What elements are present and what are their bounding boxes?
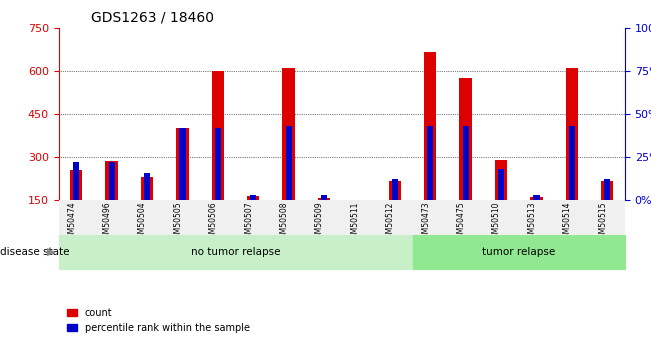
- Bar: [144, 172, 150, 200]
- Bar: [389, 181, 401, 200]
- Bar: [180, 128, 186, 200]
- Bar: [212, 71, 224, 200]
- Text: GSM50510: GSM50510: [492, 202, 501, 243]
- Text: GDS1263 / 18460: GDS1263 / 18460: [91, 10, 214, 24]
- Bar: [601, 181, 613, 200]
- Bar: [533, 195, 540, 200]
- Bar: [109, 162, 115, 200]
- Bar: [286, 126, 292, 200]
- Bar: [215, 128, 221, 200]
- Text: GSM50506: GSM50506: [209, 202, 218, 244]
- Text: GSM50513: GSM50513: [527, 202, 536, 243]
- Text: no tumor relapse: no tumor relapse: [191, 247, 281, 257]
- Bar: [70, 170, 83, 200]
- Bar: [463, 126, 469, 200]
- Bar: [427, 126, 434, 200]
- Bar: [460, 78, 472, 200]
- Bar: [321, 195, 327, 200]
- Text: GSM50511: GSM50511: [350, 202, 359, 243]
- Bar: [247, 196, 260, 200]
- Text: GSM50475: GSM50475: [456, 202, 465, 244]
- Text: disease state: disease state: [0, 247, 70, 257]
- Text: GSM50514: GSM50514: [563, 202, 572, 243]
- Bar: [569, 126, 575, 200]
- Text: GSM50512: GSM50512: [386, 202, 395, 243]
- Text: GSM50496: GSM50496: [103, 202, 112, 244]
- Bar: [424, 52, 436, 200]
- Text: GSM50505: GSM50505: [173, 202, 182, 244]
- Text: GSM50507: GSM50507: [244, 202, 253, 244]
- Bar: [392, 179, 398, 200]
- Bar: [566, 68, 578, 200]
- Text: ▶: ▶: [47, 247, 55, 257]
- Text: GSM50474: GSM50474: [67, 202, 76, 244]
- Bar: [141, 177, 153, 200]
- Bar: [73, 162, 79, 200]
- Bar: [105, 161, 118, 200]
- Bar: [250, 195, 256, 200]
- Text: GSM50473: GSM50473: [421, 202, 430, 244]
- Legend: count, percentile rank within the sample: count, percentile rank within the sample: [63, 304, 254, 337]
- Text: GSM50509: GSM50509: [315, 202, 324, 244]
- Bar: [604, 179, 611, 200]
- Bar: [283, 68, 295, 200]
- Text: GSM50508: GSM50508: [280, 202, 288, 243]
- Bar: [176, 128, 189, 200]
- Bar: [318, 198, 330, 200]
- Text: tumor relapse: tumor relapse: [482, 247, 555, 257]
- Text: GSM50504: GSM50504: [138, 202, 147, 244]
- Bar: [531, 197, 543, 200]
- Text: GSM50515: GSM50515: [598, 202, 607, 243]
- Bar: [498, 169, 504, 200]
- Bar: [495, 160, 507, 200]
